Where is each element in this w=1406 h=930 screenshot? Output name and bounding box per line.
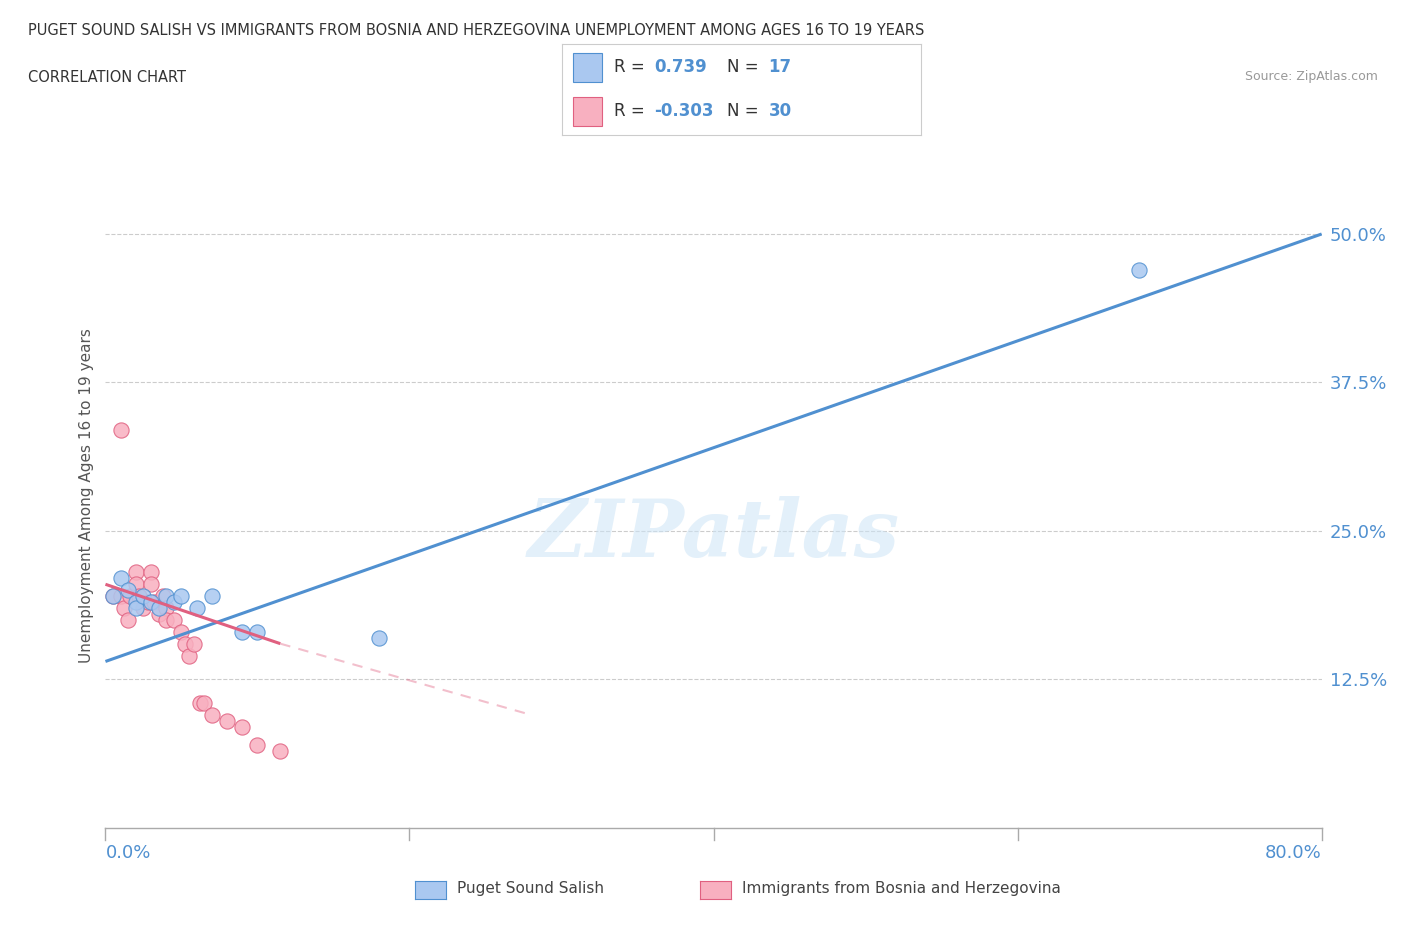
Text: ZIPatlas: ZIPatlas xyxy=(527,497,900,574)
Point xyxy=(368,631,391,645)
Point xyxy=(125,565,148,579)
Text: R =: R = xyxy=(614,59,651,76)
Point xyxy=(201,589,224,604)
Point xyxy=(1128,262,1150,277)
Point xyxy=(188,696,211,711)
Point xyxy=(148,601,170,616)
Point xyxy=(231,624,253,639)
Point xyxy=(246,624,269,639)
Point xyxy=(136,594,159,609)
Point xyxy=(110,589,132,604)
Text: CORRELATION CHART: CORRELATION CHART xyxy=(28,70,186,85)
Point xyxy=(117,583,139,598)
Point xyxy=(125,594,148,609)
Point xyxy=(177,648,200,663)
Point xyxy=(148,606,170,621)
Point xyxy=(170,624,193,639)
Point xyxy=(125,601,148,616)
Point xyxy=(155,613,177,628)
Point xyxy=(269,743,291,758)
Point xyxy=(117,613,139,628)
Point xyxy=(139,565,162,579)
Point xyxy=(186,601,208,616)
Text: 0.739: 0.739 xyxy=(654,59,707,76)
Point xyxy=(193,696,215,711)
Point xyxy=(231,719,253,734)
Text: 30: 30 xyxy=(769,102,792,120)
Point xyxy=(143,594,166,609)
Point xyxy=(112,601,135,616)
Point xyxy=(132,589,155,604)
Point xyxy=(217,713,239,728)
Point xyxy=(173,636,195,651)
Point xyxy=(163,613,186,628)
Bar xyxy=(574,53,602,82)
Point xyxy=(152,589,174,604)
Text: N =: N = xyxy=(727,59,765,76)
Text: Puget Sound Salish: Puget Sound Salish xyxy=(457,881,605,896)
Text: Immigrants from Bosnia and Herzegovina: Immigrants from Bosnia and Herzegovina xyxy=(742,881,1062,896)
Point xyxy=(110,422,132,437)
Bar xyxy=(574,97,602,126)
Point xyxy=(128,589,150,604)
Point xyxy=(246,737,269,752)
Point xyxy=(139,594,162,609)
Text: R =: R = xyxy=(614,102,651,120)
Text: -0.303: -0.303 xyxy=(654,102,713,120)
Point xyxy=(155,589,177,604)
Point xyxy=(101,589,124,604)
Point xyxy=(183,636,205,651)
Point xyxy=(163,594,186,609)
Point xyxy=(155,601,177,616)
Y-axis label: Unemployment Among Ages 16 to 19 years: Unemployment Among Ages 16 to 19 years xyxy=(79,327,94,663)
Text: PUGET SOUND SALISH VS IMMIGRANTS FROM BOSNIA AND HERZEGOVINA UNEMPLOYMENT AMONG : PUGET SOUND SALISH VS IMMIGRANTS FROM BO… xyxy=(28,23,925,38)
Text: Source: ZipAtlas.com: Source: ZipAtlas.com xyxy=(1244,70,1378,83)
Point xyxy=(139,577,162,591)
Text: 80.0%: 80.0% xyxy=(1265,844,1322,862)
Text: N =: N = xyxy=(727,102,765,120)
Point xyxy=(125,577,148,591)
Point xyxy=(132,601,155,616)
Point xyxy=(110,571,132,586)
Point xyxy=(201,708,224,723)
Point xyxy=(118,589,141,604)
Point xyxy=(101,589,124,604)
Point xyxy=(170,589,193,604)
Text: 0.0%: 0.0% xyxy=(105,844,150,862)
Text: 17: 17 xyxy=(769,59,792,76)
